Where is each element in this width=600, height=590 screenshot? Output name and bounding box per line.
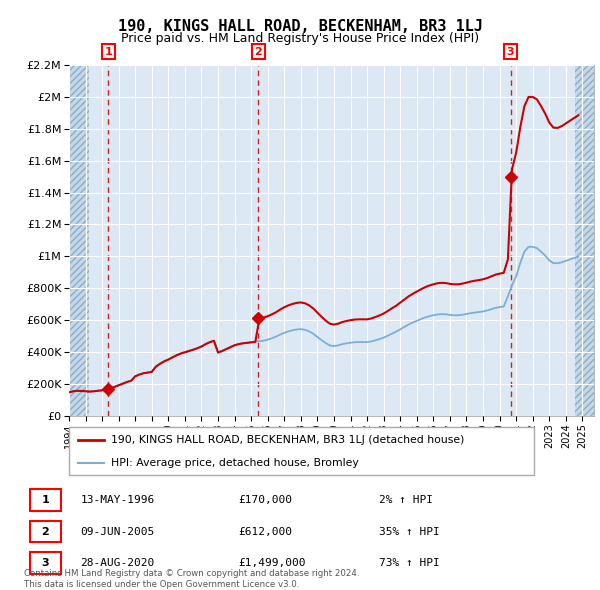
Text: £612,000: £612,000 <box>238 527 292 536</box>
Text: Price paid vs. HM Land Registry's House Price Index (HPI): Price paid vs. HM Land Registry's House … <box>121 32 479 45</box>
Text: £170,000: £170,000 <box>238 495 292 505</box>
Text: 13-MAY-1996: 13-MAY-1996 <box>80 495 155 505</box>
Text: 1: 1 <box>41 495 49 505</box>
Text: 190, KINGS HALL ROAD, BECKENHAM, BR3 1LJ (detached house): 190, KINGS HALL ROAD, BECKENHAM, BR3 1LJ… <box>111 435 464 445</box>
Text: 09-JUN-2005: 09-JUN-2005 <box>80 527 155 536</box>
Text: 190, KINGS HALL ROAD, BECKENHAM, BR3 1LJ: 190, KINGS HALL ROAD, BECKENHAM, BR3 1LJ <box>118 19 482 34</box>
Bar <box>575 65 594 416</box>
Text: HPI: Average price, detached house, Bromley: HPI: Average price, detached house, Brom… <box>111 458 359 468</box>
Text: 2% ↑ HPI: 2% ↑ HPI <box>379 495 433 505</box>
Text: 1: 1 <box>104 47 112 57</box>
Text: 3: 3 <box>507 47 514 57</box>
Text: 35% ↑ HPI: 35% ↑ HPI <box>379 527 440 536</box>
FancyBboxPatch shape <box>29 489 61 511</box>
Text: Contains HM Land Registry data © Crown copyright and database right 2024.
This d: Contains HM Land Registry data © Crown c… <box>24 569 359 589</box>
Text: 3: 3 <box>41 558 49 568</box>
Bar <box>69 65 89 416</box>
FancyBboxPatch shape <box>29 552 61 574</box>
Text: 2: 2 <box>41 527 49 536</box>
FancyBboxPatch shape <box>29 521 61 542</box>
Text: 73% ↑ HPI: 73% ↑ HPI <box>379 558 440 568</box>
Text: 28-AUG-2020: 28-AUG-2020 <box>80 558 155 568</box>
Text: 2: 2 <box>254 47 262 57</box>
Text: £1,499,000: £1,499,000 <box>238 558 306 568</box>
